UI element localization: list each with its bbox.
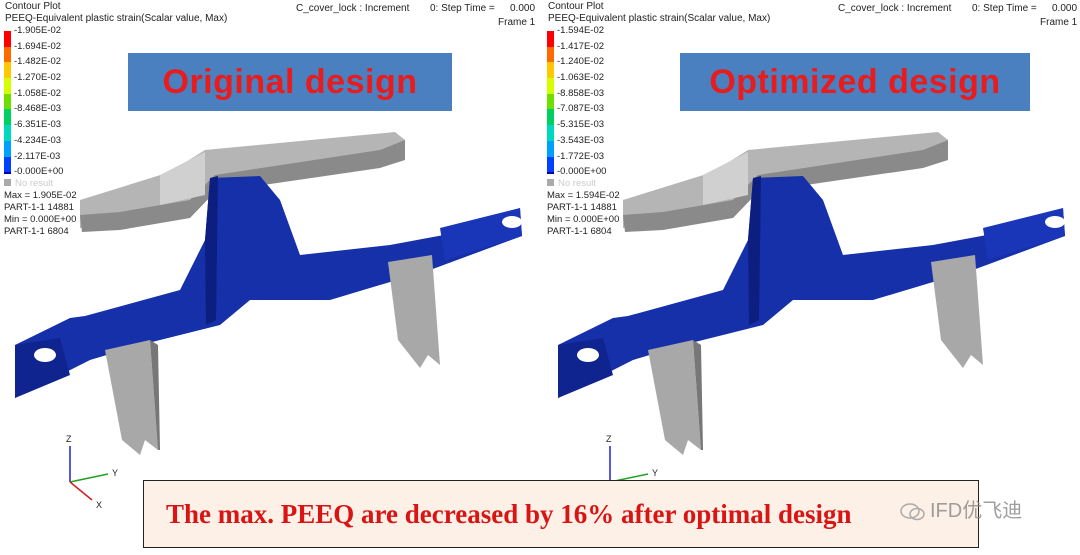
legend-value: 3.543E-03 xyxy=(557,135,604,146)
contour-title: Contour Plot xyxy=(5,1,61,12)
frame-label: Frame 1 xyxy=(498,17,536,28)
legend-value: 1.482E-02 xyxy=(14,56,61,67)
legend-value: 1.063E-02 xyxy=(557,72,604,83)
axis-z-label: Z xyxy=(66,434,72,444)
legend-value: 1.240E-02 xyxy=(557,56,604,67)
legend-value: 1.058E-02 xyxy=(14,88,61,99)
legend-value: 6.351E-03 xyxy=(14,119,61,130)
legend-value: 1.417E-02 xyxy=(557,41,604,52)
legend-value: 1.594E-02 xyxy=(557,25,604,36)
conclusion-caption: The max. PEEQ are decreased by 16% after… xyxy=(143,480,979,548)
fe-model-original xyxy=(15,132,522,455)
contour-subtitle: PEEQ-Equivalent plastic strain(Scalar va… xyxy=(5,13,228,24)
legend-value: 0.000E+00 xyxy=(557,166,606,177)
legend-value: 1.772E-03 xyxy=(557,151,604,162)
legend-value: 1.694E-02 xyxy=(14,41,61,52)
contour-subtitle: PEEQ-Equivalent plastic strain(Scalar va… xyxy=(548,13,771,24)
axis-x-label: X xyxy=(96,500,102,510)
legend-value: 7.087E-03 xyxy=(557,103,604,114)
max-value: Max = 1.594E-02 xyxy=(547,190,620,201)
legend-value: 0.000E+00 xyxy=(14,166,63,177)
min-location: PART-1-1 6804 xyxy=(547,226,612,237)
right-viewport: Contour Plot PEEQ-Equivalent plastic str… xyxy=(540,0,1080,555)
min-location: PART-1-1 6804 xyxy=(4,226,69,237)
axis-y-label: Y xyxy=(652,468,658,478)
legend-value: 8.468E-03 xyxy=(14,103,61,114)
max-value: Max = 1.905E-02 xyxy=(4,190,77,201)
axis-z-label: Z xyxy=(606,434,612,444)
design-banner: Original design xyxy=(128,53,452,111)
watermark: IFD优飞迪 xyxy=(900,494,1022,523)
min-max-info: Max = 1.594E-02 PART-1-1 14881 Min = 0.0… xyxy=(547,190,620,238)
legend-value: 4.234E-03 xyxy=(14,135,61,146)
min-value: Min = 0.000E+00 xyxy=(4,214,77,225)
left-viewport: Contour Plot PEEQ-Equivalent plastic str… xyxy=(0,0,540,555)
axis-triad: Z Y X xyxy=(66,434,118,510)
loadcase-label: C_cover_lock : Increment xyxy=(838,3,952,14)
min-max-info: Max = 1.905E-02 PART-1-1 14881 Min = 0.0… xyxy=(4,190,77,238)
min-value: Min = 0.000E+00 xyxy=(547,214,620,225)
loadcase-label: C_cover_lock : Increment xyxy=(296,3,410,14)
fe-model-optimized xyxy=(558,132,1065,455)
axis-y-label: Y xyxy=(112,468,118,478)
max-location: PART-1-1 14881 xyxy=(547,202,617,213)
max-location: PART-1-1 14881 xyxy=(4,202,74,213)
no-result-legend: No result xyxy=(4,178,53,189)
wechat-icon xyxy=(900,502,925,520)
step-label: 0: Step Time = xyxy=(430,3,495,14)
step-label: 0: Step Time = xyxy=(972,3,1037,14)
legend-value: 8.858E-03 xyxy=(557,88,604,99)
watermark-text: IFD优飞迪 xyxy=(930,500,1023,522)
design-banner: Optimized design xyxy=(680,53,1030,111)
step-value: 0.000 xyxy=(1052,3,1078,14)
frame-label: Frame 1 xyxy=(1040,17,1078,28)
legend-value: 1.905E-02 xyxy=(14,25,61,36)
contour-title: Contour Plot xyxy=(548,1,604,12)
caption-text: The max. PEEQ are decreased by 16% after… xyxy=(166,498,852,529)
no-result-legend: No result xyxy=(547,178,596,189)
legend-value: 5.315E-03 xyxy=(557,119,604,130)
legend-value: 1.270E-02 xyxy=(14,72,61,83)
step-value: 0.000 xyxy=(510,3,536,14)
legend-value: 2.117E-03 xyxy=(14,151,60,162)
